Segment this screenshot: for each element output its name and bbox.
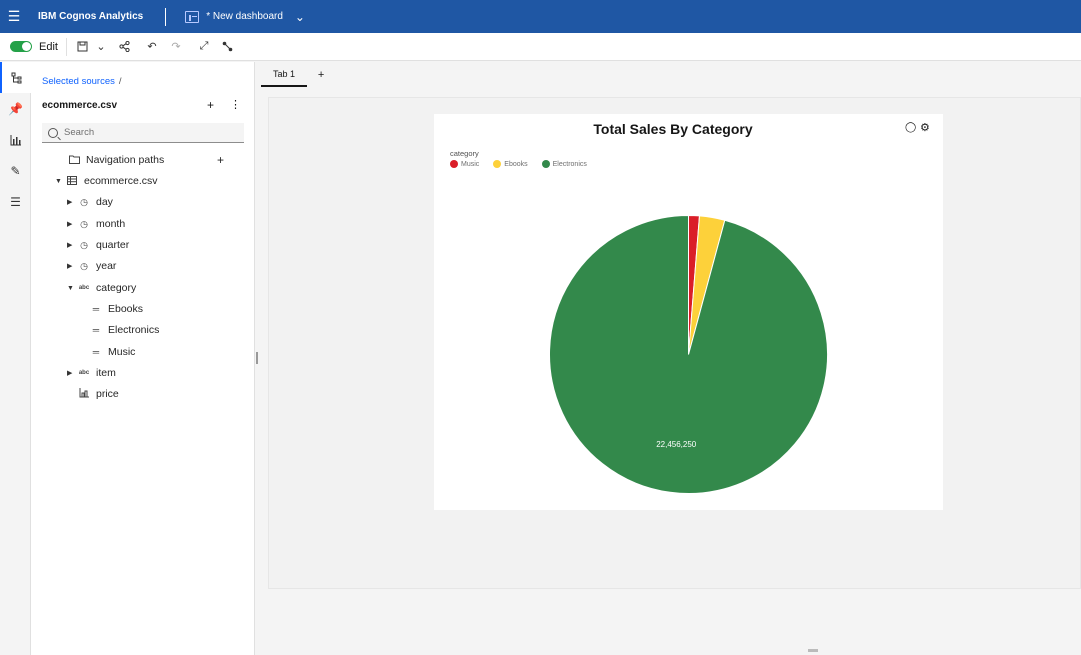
source-title: ecommerce.csv bbox=[42, 100, 118, 111]
toolbar: Edit ⌄ ↶ ↷ ⤢ bbox=[0, 33, 1081, 61]
clock-icon: ◷ bbox=[80, 260, 88, 271]
edit-label: Edit bbox=[39, 40, 58, 53]
app-brand: IBM Cognos Analytics bbox=[38, 11, 144, 22]
add-source-icon[interactable]: + bbox=[207, 98, 215, 112]
caret-right-icon[interactable]: ▶ bbox=[67, 221, 73, 228]
top-bar: ☰ IBM Cognos Analytics * New dashboard ⌄ bbox=[0, 0, 1081, 33]
connect-icon[interactable] bbox=[216, 35, 240, 59]
add-tab-button[interactable]: + bbox=[317, 68, 325, 81]
search-icon bbox=[48, 127, 58, 138]
pie-chart: 22,456,250 bbox=[549, 214, 828, 494]
caret-right-icon[interactable]: ▶ bbox=[67, 199, 73, 206]
toolbar-divider bbox=[65, 37, 67, 56]
breadcrumb-separator: / bbox=[118, 76, 122, 87]
assistant-icon[interactable]: ✎ bbox=[10, 163, 21, 178]
data-label-electronics: 22,456,250 bbox=[656, 440, 697, 449]
tree-item-electronics[interactable]: ═ Electronics bbox=[89, 320, 160, 340]
legend-item-music[interactable]: Music bbox=[450, 160, 479, 168]
clock-icon: ◷ bbox=[80, 239, 88, 250]
tree-item-price[interactable]: price bbox=[77, 384, 119, 404]
legend-swatch bbox=[450, 160, 458, 168]
text-field-icon: abc bbox=[78, 285, 90, 291]
pie-slice-electronics[interactable] bbox=[549, 214, 828, 494]
splitter-grip-icon[interactable] bbox=[256, 352, 258, 364]
sources-icon[interactable]: ☰ bbox=[10, 194, 21, 209]
member-icon: ═ bbox=[92, 304, 100, 314]
lightbulb-icon[interactable]: ◯ bbox=[905, 122, 917, 133]
data-panel: Selected sources/ ecommerce.csv + ⋮ Navi… bbox=[31, 62, 255, 655]
legend-title: category bbox=[450, 149, 479, 158]
tree-item-day[interactable]: ▶ ◷ day bbox=[67, 196, 113, 208]
clock-icon: ◷ bbox=[80, 218, 88, 229]
caret-down-icon[interactable]: ▼ bbox=[55, 177, 62, 185]
dashboard-icon bbox=[185, 10, 200, 23]
tree-item-category[interactable]: ▼ abc category bbox=[67, 282, 137, 294]
legend-swatch bbox=[493, 160, 502, 168]
tab-bar: Tab 1 + bbox=[261, 62, 335, 87]
member-icon: ═ bbox=[92, 325, 100, 335]
breadcrumb-selected-sources[interactable]: Selected sources bbox=[42, 76, 115, 87]
visualizations-icon[interactable] bbox=[0, 124, 31, 155]
chevron-down-icon[interactable]: ⌄ bbox=[294, 9, 305, 24]
legend-label: Electronics bbox=[552, 160, 587, 168]
dashboard-title[interactable]: * New dashboard bbox=[206, 11, 283, 22]
search-field[interactable] bbox=[42, 123, 244, 143]
caret-right-icon[interactable]: ▶ bbox=[67, 242, 73, 249]
folder-icon bbox=[67, 155, 81, 166]
legend-swatch bbox=[541, 160, 550, 168]
chart-widget[interactable]: Total Sales By Category ◯ ⚙ category Mus… bbox=[434, 114, 943, 510]
edit-toggle[interactable] bbox=[10, 41, 32, 52]
table-icon bbox=[65, 175, 79, 187]
text-field-icon: abc bbox=[78, 370, 90, 376]
redo-icon[interactable]: ↷ bbox=[171, 41, 181, 53]
clock-icon: ◷ bbox=[80, 196, 88, 207]
caret-right-icon[interactable]: ▶ bbox=[67, 370, 73, 377]
legend-label: Ebooks bbox=[504, 160, 528, 168]
caret-down-icon[interactable]: ▼ bbox=[67, 284, 74, 292]
bottom-resize-handle[interactable] bbox=[808, 649, 818, 652]
breadcrumb: Selected sources / bbox=[42, 76, 122, 87]
header-divider bbox=[165, 7, 167, 26]
save-icon[interactable] bbox=[71, 35, 95, 59]
measure-icon bbox=[77, 388, 91, 400]
panel-splitter[interactable] bbox=[255, 62, 259, 655]
save-menu-chevron-icon[interactable]: ⌄ bbox=[96, 41, 106, 53]
tree-item-year[interactable]: ▶ ◷ year bbox=[67, 260, 117, 272]
caret-right-icon[interactable]: ▶ bbox=[67, 263, 73, 270]
overflow-menu-icon[interactable]: ⋮ bbox=[230, 99, 241, 111]
member-icon: ═ bbox=[92, 347, 100, 357]
search-input[interactable] bbox=[64, 127, 234, 138]
add-navigation-path-icon[interactable]: + bbox=[217, 153, 225, 167]
data-sources-icon[interactable] bbox=[0, 62, 31, 93]
legend-item-ebooks[interactable]: Ebooks bbox=[493, 160, 528, 168]
legend-item-electronics[interactable]: Electronics bbox=[541, 160, 587, 168]
legend-label: Music bbox=[461, 160, 480, 168]
hamburger-menu-icon[interactable]: ☰ bbox=[7, 8, 21, 24]
tree-item-ebooks[interactable]: ═ Ebooks bbox=[89, 299, 143, 319]
expand-icon[interactable]: ⤢ bbox=[199, 40, 209, 52]
tree-item-ecommerce-table[interactable]: ▼ ecommerce.csv bbox=[55, 175, 158, 187]
chart-title: Total Sales By Category bbox=[593, 121, 753, 137]
undo-icon[interactable]: ↶ bbox=[147, 41, 157, 53]
left-rail: 📌 ✎ ☰ bbox=[0, 62, 31, 655]
share-icon[interactable] bbox=[113, 35, 137, 59]
gear-icon[interactable]: ⚙ bbox=[920, 122, 930, 134]
pin-icon[interactable]: 📌 bbox=[8, 101, 23, 116]
tree-item-month[interactable]: ▶ ◷ month bbox=[67, 218, 126, 230]
tree-item-item[interactable]: ▶ abc item bbox=[67, 367, 116, 379]
tree-item-music[interactable]: ═ Music bbox=[89, 342, 136, 362]
tree-item-quarter[interactable]: ▶ ◷ quarter bbox=[67, 239, 130, 251]
tab-1[interactable]: Tab 1 bbox=[261, 62, 308, 87]
chart-legend: Music Ebooks Electronics bbox=[450, 160, 601, 168]
tree-item-navigation-paths[interactable]: Navigation paths + bbox=[57, 150, 247, 170]
